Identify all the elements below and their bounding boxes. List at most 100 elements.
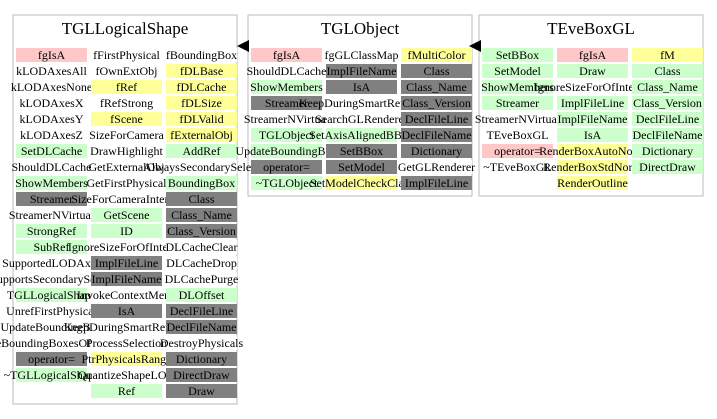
member-label: SupportedLODAxes <box>2 256 101 270</box>
member-label: Draw <box>579 64 606 78</box>
member-cell <box>16 272 87 286</box>
member-cell <box>16 304 87 318</box>
member-label: Class_Name <box>406 80 467 94</box>
member-label: ImplFileLine <box>95 256 158 270</box>
member-label: DLOffset <box>179 288 225 302</box>
member-label: operator= <box>28 352 75 366</box>
class-title: TEveBoxGL <box>547 19 635 38</box>
member-label: AlwaysSecondarySelect <box>143 160 260 174</box>
member-cell <box>166 240 237 254</box>
member-label: SetModel <box>494 64 541 78</box>
member-label: ShouldDLCache <box>12 160 92 174</box>
member-cell <box>482 64 553 78</box>
member-cell <box>251 64 322 78</box>
member-label: ~TGLObject <box>256 176 318 190</box>
member-label: Class <box>423 64 449 78</box>
member-label: ShowMembers <box>15 176 88 190</box>
member-cell <box>326 176 397 190</box>
member-cell <box>401 112 472 126</box>
member-label: UpdateBoundingBox <box>236 144 338 158</box>
member-cell <box>16 192 87 206</box>
member-label: StrongRef <box>27 224 76 238</box>
member-label: SizeForCamera <box>89 128 164 142</box>
arrows <box>237 40 481 52</box>
member-cell <box>91 192 162 206</box>
class-title: TGLLogicalShape <box>62 19 189 38</box>
member-label: operator= <box>494 144 541 158</box>
member-cell <box>166 160 237 174</box>
member-cell <box>16 160 87 174</box>
member-cell <box>91 48 162 62</box>
member-label: kLODAxesY <box>20 112 84 126</box>
member-label: Class_Version <box>633 96 702 110</box>
member-cell <box>166 192 237 206</box>
member-label: fFirstPhysical <box>93 48 160 62</box>
member-cell <box>16 208 87 222</box>
member-cell <box>251 160 322 174</box>
member-cell <box>166 272 237 286</box>
member-cell <box>401 80 472 94</box>
member-label: ~TGLLogicalShape <box>4 368 100 382</box>
member-cell <box>91 272 162 286</box>
member-label: IsA <box>353 80 371 94</box>
member-label: DrawHighlight <box>90 144 163 158</box>
member-cell <box>401 96 472 110</box>
member-cell <box>16 48 87 62</box>
member-cell <box>166 256 237 270</box>
member-cell <box>91 336 162 350</box>
member-cell <box>632 48 703 62</box>
member-cell <box>166 208 237 222</box>
member-cell <box>632 96 703 110</box>
member-label: fDLCache <box>177 80 227 94</box>
member-cell <box>91 304 162 318</box>
member-cell <box>326 80 397 94</box>
member-cell <box>91 256 162 270</box>
member-label: DeclFileLine <box>636 112 699 126</box>
member-label: GetGLRenderer <box>398 160 475 174</box>
member-label: Class_Name <box>171 208 232 222</box>
member-cell <box>557 112 628 126</box>
member-label: ImplFileName <box>92 272 162 286</box>
inheritance-arrow <box>469 40 481 52</box>
member-cell <box>91 352 162 366</box>
member-cell <box>401 48 472 62</box>
member-label: UpdateBoundingBox <box>1 320 103 334</box>
member-label: IsA <box>118 304 136 318</box>
member-label: Dictionary <box>642 144 693 158</box>
member-cell <box>557 160 628 174</box>
member-label: DirectDraw <box>639 160 696 174</box>
member-label: SizeForCameraInterest <box>71 192 182 206</box>
member-cell <box>166 176 237 190</box>
member-cell <box>91 144 162 158</box>
member-cell <box>632 64 703 78</box>
member-label: KeepDuringSmartRefresh <box>299 96 424 110</box>
member-label: IgnoreSizeForOfInterest <box>68 240 186 254</box>
member-cell <box>326 48 397 62</box>
member-cell <box>16 80 87 94</box>
member-label: StreamerNVirtual <box>9 208 95 222</box>
member-cell <box>16 336 87 350</box>
member-cell <box>16 112 87 126</box>
member-cell <box>557 64 628 78</box>
member-label: SubRef <box>34 240 70 254</box>
member-cell <box>326 112 397 126</box>
member-label: InvokeContextMenu <box>77 288 176 302</box>
member-label: Draw <box>188 384 215 398</box>
member-cell <box>557 144 628 158</box>
member-cell <box>482 160 553 174</box>
member-cell <box>91 368 162 382</box>
member-cell <box>91 288 162 302</box>
member-label: DeclFileName <box>402 128 472 142</box>
member-label: fDLValid <box>179 112 223 126</box>
member-label: fOwnExtObj <box>96 64 158 78</box>
member-cell <box>16 176 87 190</box>
member-label: kLODAxesZ <box>20 128 83 142</box>
member-label: TEveBoxGL <box>487 128 549 142</box>
member-cell <box>632 160 703 174</box>
member-cell <box>16 64 87 78</box>
member-cell <box>482 80 553 94</box>
member-cell <box>16 240 87 254</box>
member-label: fRef <box>116 80 137 94</box>
member-label: DestroyPhysicals <box>160 336 244 350</box>
member-cell <box>166 64 237 78</box>
